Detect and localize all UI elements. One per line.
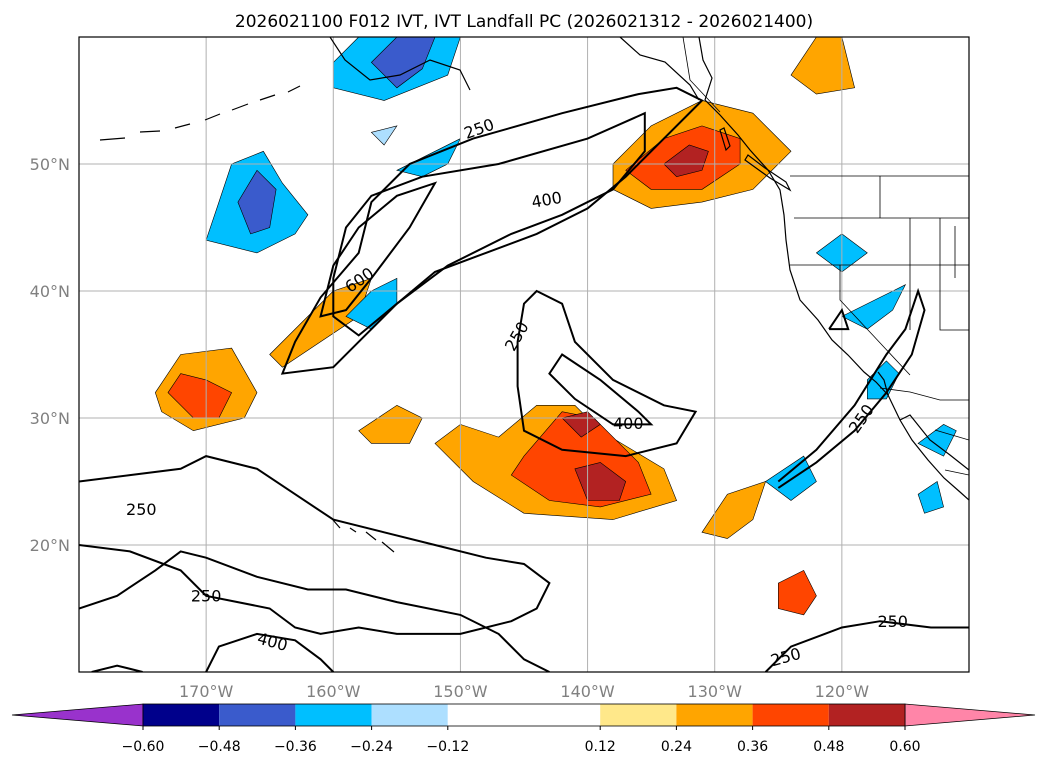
- colorbar-segment: [295, 704, 372, 726]
- us-mexico-border: [879, 387, 969, 401]
- positive-pc-region-11: [701, 481, 767, 539]
- ivt-contour-250-9: [777, 287, 926, 489]
- negative-pc-region-1: [237, 169, 277, 235]
- positive-pc-region-12: [778, 569, 817, 616]
- colorbar-tick-label: 0.48: [813, 739, 844, 755]
- baja-california-coastline: [877, 371, 969, 471]
- colorbar-tick-label: −0.12: [426, 739, 469, 755]
- lat-tick-label: 30°N: [30, 409, 70, 428]
- colorbar-segment: [600, 704, 677, 726]
- negative-pc-region-8: [917, 424, 957, 457]
- lat-tick-label: 20°N: [30, 536, 70, 555]
- negative-pc-region-9: [917, 481, 944, 514]
- us-state-borders: [790, 176, 969, 376]
- ivt-contour-400-1: [332, 111, 646, 337]
- ivt-contour-250-11: [828, 307, 850, 331]
- colorbar-tick-label: 0.36: [737, 739, 768, 755]
- contour-label: 250: [191, 587, 222, 606]
- pc-fill-layer: [154, 37, 855, 616]
- gridlines: [79, 37, 969, 672]
- colorbar-segment: [752, 704, 829, 726]
- political-borders: [682, 37, 969, 476]
- contour-label: 250: [877, 612, 908, 631]
- positive-pc-region-13: [358, 404, 423, 444]
- ivt-contour-400-8: [91, 664, 143, 672]
- alaska-canada-border: [682, 37, 721, 113]
- colorbar-tick-label: −0.48: [198, 739, 241, 755]
- negative-pc-region-12: [370, 125, 398, 146]
- contour-label: 250: [126, 500, 157, 519]
- colorbar-tick-label: −0.36: [274, 739, 317, 755]
- lon-tick-label: 170°W: [179, 682, 234, 701]
- alaska-coastline: [329, 37, 700, 101]
- lon-tick-label: 150°W: [433, 682, 488, 701]
- ivt-contour-250-6: [79, 550, 550, 672]
- contour-label: 400: [613, 414, 644, 433]
- chart-title: 2026021100 F012 IVT, IVT Landfall PC (20…: [235, 12, 813, 32]
- ivt-contour-400-4: [548, 353, 654, 426]
- north-america-coastline: [698, 37, 969, 501]
- colorbar-segment: [828, 704, 905, 726]
- colorbar-segment: [447, 704, 601, 726]
- aleutian-islands: [99, 85, 301, 141]
- lon-tick-label: 160°W: [306, 682, 361, 701]
- lon-tick-label: 130°W: [688, 682, 743, 701]
- haida-gwaii-island: [719, 127, 731, 152]
- colorbar-extend-low: [11, 703, 144, 727]
- colorbar-segment: [371, 704, 448, 726]
- lon-tick-label: 140°W: [560, 682, 615, 701]
- ivt-contours: [79, 86, 969, 672]
- negative-pc-region-11: [396, 137, 462, 178]
- colorbar-tick-label: −0.60: [122, 739, 165, 755]
- colorbar-segment: [143, 704, 220, 726]
- negative-pc-region-5: [841, 284, 907, 330]
- colorbar-tick-label: 0.12: [585, 739, 616, 755]
- lat-tick-label: 50°N: [30, 155, 70, 174]
- ivt-contour-250-0: [280, 86, 704, 375]
- ivt-contour-250-5: [79, 455, 551, 635]
- negative-pc-region-3: [370, 37, 436, 89]
- hawaiian-islands: [332, 519, 395, 553]
- positive-pc-region-3: [790, 37, 855, 95]
- ivt-contour-250-10: [764, 620, 969, 672]
- colorbar-segment: [676, 704, 753, 726]
- lat-tick-label: 40°N: [30, 282, 70, 301]
- ivt-contour-400-7: [205, 632, 335, 672]
- positive-pc-region-2: [663, 144, 709, 178]
- colorbar-segment: [219, 704, 296, 726]
- colorbar-tick-label: 0.24: [661, 739, 692, 755]
- colorbar-frame: [142, 703, 906, 727]
- latitude-tick-labels: 20°N 30°N 40°N 50°N: [30, 155, 70, 555]
- colorbar-tick-label: 0.60: [889, 739, 920, 755]
- colorbar-extend-high: [904, 703, 1036, 727]
- vancouver-island: [744, 154, 792, 192]
- mexico-state-borders: [934, 429, 969, 476]
- longitude-tick-labels: 170°W 160°W 150°W 140°W 130°W 120°W: [179, 682, 869, 701]
- colorbar-tick-label: −0.24: [350, 739, 393, 755]
- map-frame: [78, 36, 970, 673]
- lon-tick-label: 120°W: [815, 682, 870, 701]
- colorbar: −0.60 −0.48 −0.36 −0.24 −0.12 0.12 0.24 0.36 0.4…: [11, 703, 1036, 755]
- ivt-contour-600-2: [319, 181, 438, 318]
- coastlines: [99, 37, 969, 553]
- ivt-contour-250-3: [516, 289, 698, 458]
